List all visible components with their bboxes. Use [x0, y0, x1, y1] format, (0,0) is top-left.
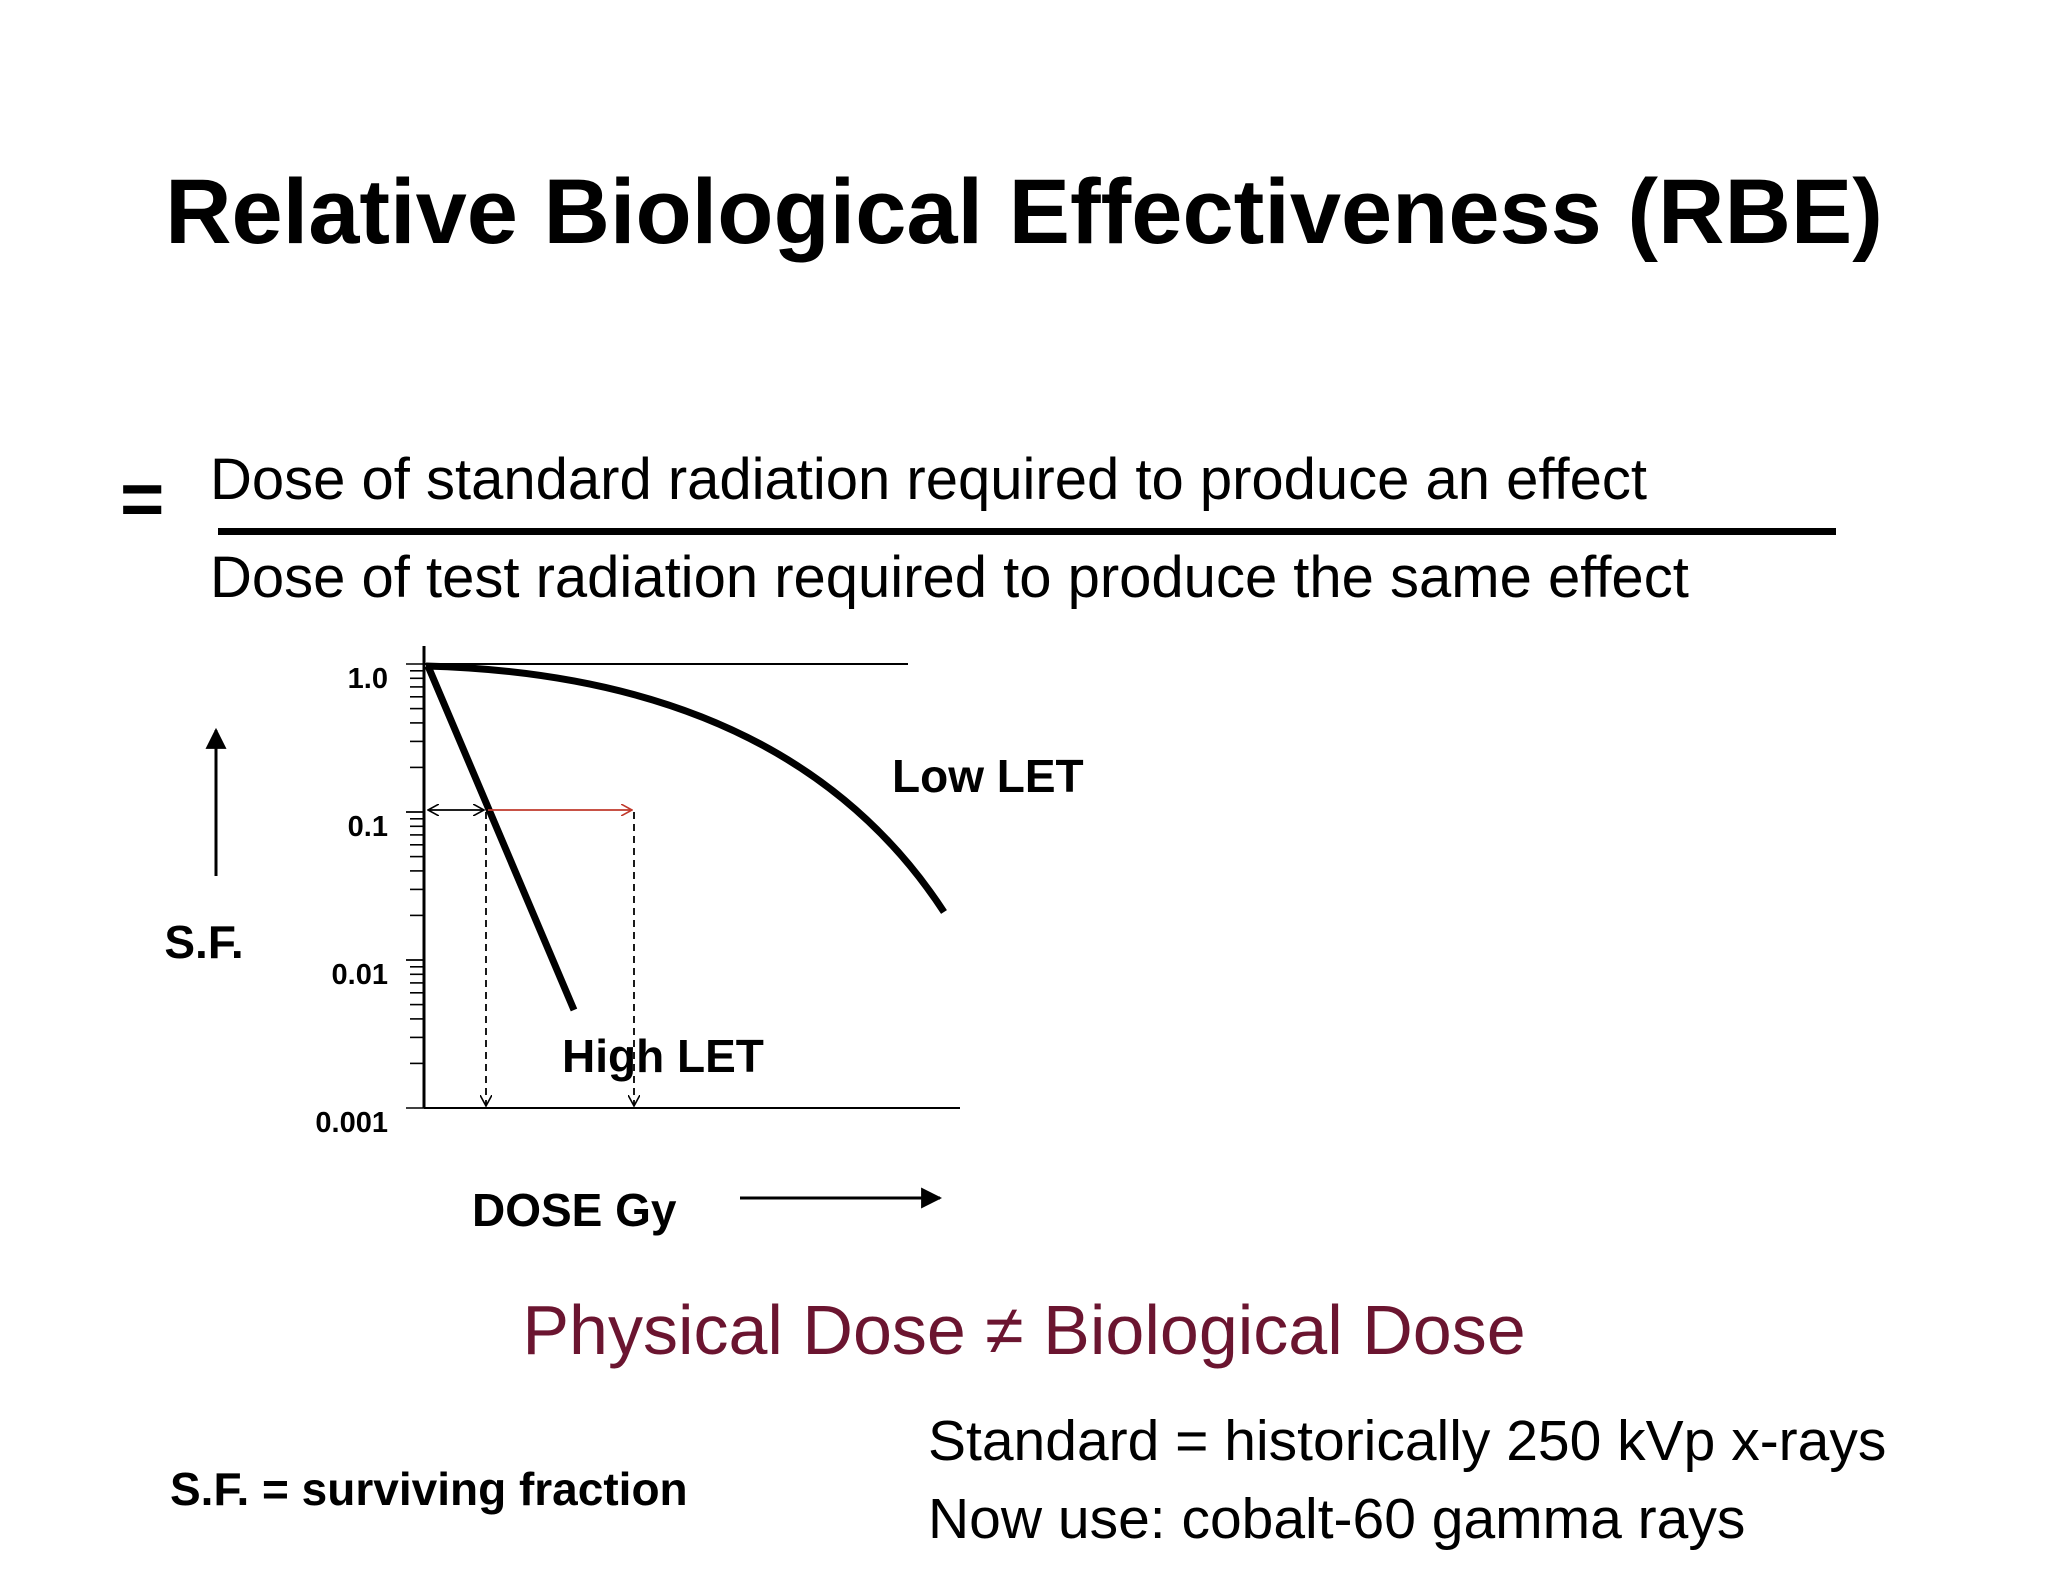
not-equal-symbol: ≠	[985, 1291, 1024, 1369]
y-axis-ticks	[406, 663, 424, 1109]
high-let-label: High LET	[562, 1030, 764, 1082]
equals-sign: =	[120, 457, 165, 542]
formula-numerator: Dose of standard radiation required to p…	[210, 447, 1647, 512]
biological-dose-text: Biological Dose	[1043, 1291, 1526, 1369]
standard-note-line-1: Standard = historically 250 kVp x-rays	[928, 1409, 1887, 1473]
y-tick-label: 0.1	[348, 811, 388, 843]
x-axis-label: DOSE Gy	[472, 1184, 677, 1236]
physical-vs-biological-dose: Physical Dose ≠ Biological Dose	[0, 1290, 2048, 1370]
low-let-curve	[425, 662, 947, 914]
physical-dose-text: Physical Dose	[522, 1291, 966, 1369]
y-tick-label: 0.01	[332, 959, 388, 991]
fraction-bar	[218, 528, 1836, 535]
sf-definition: S.F. = surviving fraction	[170, 1463, 688, 1515]
y-axis-label: S.F.	[164, 916, 243, 968]
formula-denominator: Dose of test radiation required to produ…	[210, 545, 1689, 610]
y-tick-label: 0.001	[315, 1107, 388, 1139]
standard-note-line-2: Now use: cobalt-60 gamma rays	[928, 1487, 1746, 1551]
page-title: Relative Biological Effectiveness (RBE)	[165, 161, 1883, 263]
low-let-label: Low LET	[892, 750, 1084, 802]
high-let-curve	[424, 664, 578, 1012]
y-tick-label: 1.0	[348, 663, 388, 695]
